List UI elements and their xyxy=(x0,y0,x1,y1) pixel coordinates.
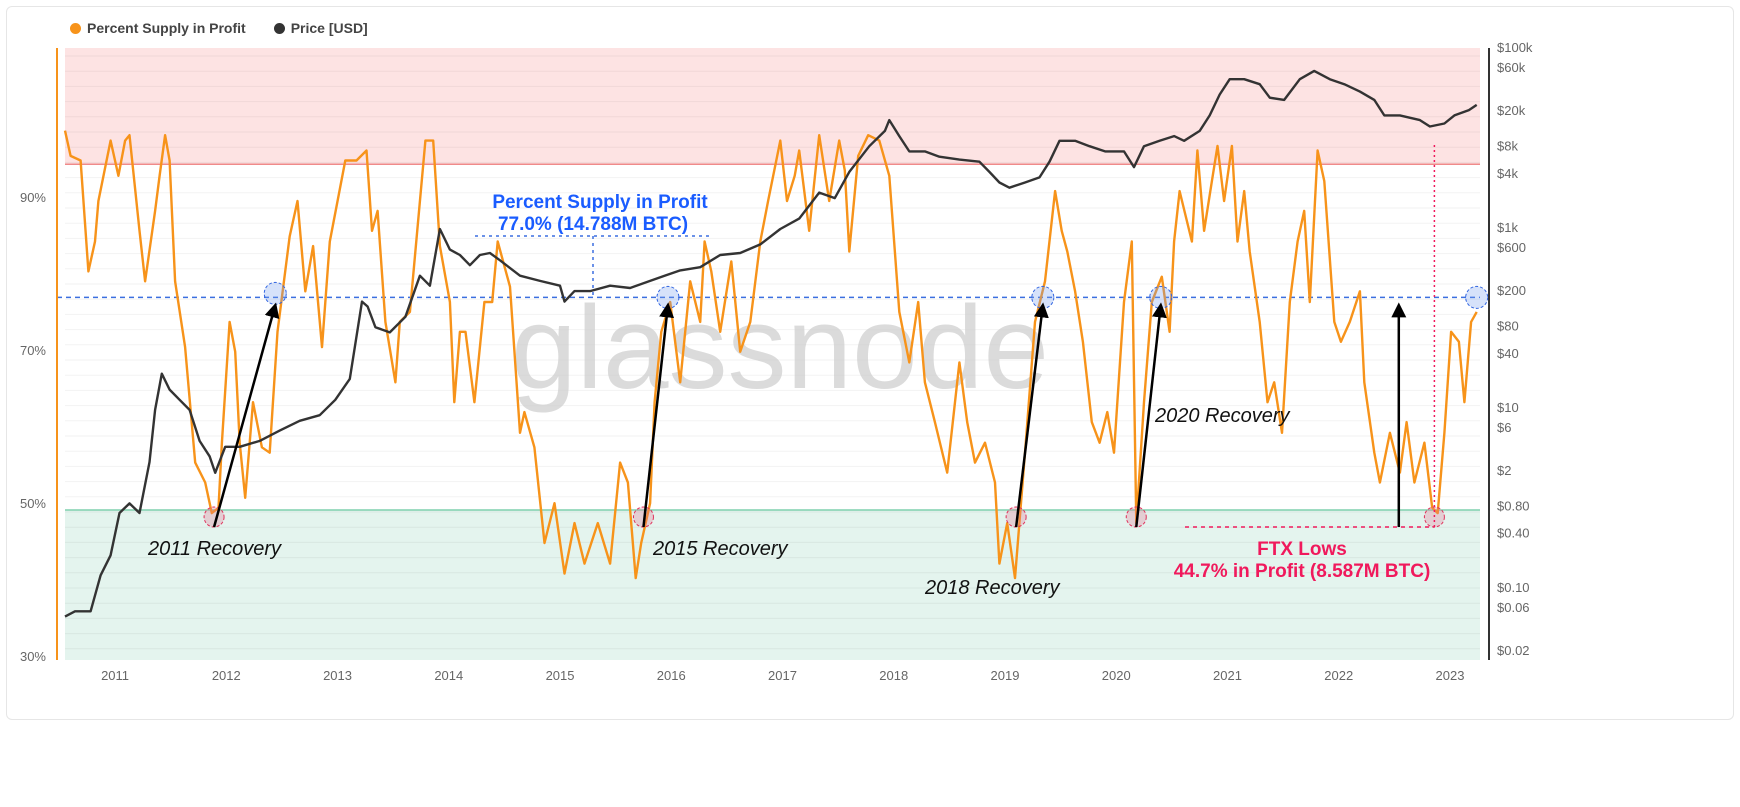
legend-dot-orange-icon xyxy=(70,22,81,34)
x-axis-tick-label: 2022 xyxy=(1324,668,1353,683)
right-axis-tick-label: $0.02 xyxy=(1497,643,1530,658)
right-axis-tick-label: $80 xyxy=(1497,319,1519,334)
current-value-detail: 77.0% (14.788M BTC) xyxy=(498,214,688,235)
x-axis-tick-label: 2012 xyxy=(212,668,241,683)
recovery-label-2018: 2018 Recovery xyxy=(924,577,1061,599)
price-line xyxy=(64,69,1478,618)
left-axis-tick-label: 50% xyxy=(20,496,46,511)
recovery-cross-marker xyxy=(1031,285,1055,309)
watermark-logo: glassnode xyxy=(511,282,1049,414)
right-axis-tick-label: $600 xyxy=(1497,240,1526,255)
recovery-arrow xyxy=(642,302,675,528)
right-axis-tick-label: $8k xyxy=(1497,139,1518,154)
x-axis-tick-label: 2015 xyxy=(546,668,575,683)
right-axis-tick-label: $10 xyxy=(1497,400,1519,415)
recovery-arrow xyxy=(1135,302,1167,528)
ftx-lows-title: FTX Lows xyxy=(1257,539,1347,560)
x-axis-tick-label: 2013 xyxy=(323,668,352,683)
x-axis-tick-label: 2021 xyxy=(1213,668,1242,683)
right-axis-tick-label: $1k xyxy=(1497,220,1518,235)
overheated-band xyxy=(65,48,1480,165)
recovery-label-2015: 2015 Recovery xyxy=(652,538,789,560)
right-axis-tick-label: $4k xyxy=(1497,166,1518,181)
recovery-cross-marker xyxy=(656,285,680,309)
right-axis-tick-label: $0.10 xyxy=(1497,580,1530,595)
x-axis-tick-label: 2023 xyxy=(1436,668,1465,683)
recovery-cross-marker xyxy=(263,281,287,305)
legend-item-supply-in-profit[interactable]: Percent Supply in Profit xyxy=(70,20,246,36)
left-axis-tick-label: 30% xyxy=(20,649,46,664)
chart-legend: Percent Supply in Profit Price [USD] xyxy=(70,20,368,36)
recovery-label-2011: 2011 Recovery xyxy=(147,538,282,560)
current-value-title: Percent Supply in Profit xyxy=(492,192,708,213)
right-axis-tick-label: $200 xyxy=(1497,283,1526,298)
right-axis-tick-label: $2 xyxy=(1497,463,1511,478)
recovery-cross-marker xyxy=(1149,285,1173,309)
recovery-arrow xyxy=(212,302,280,528)
supply-in-profit-line xyxy=(63,130,1478,580)
ftx-lows-detail: 44.7% in Profit (8.587M BTC) xyxy=(1174,561,1431,582)
left-axis-tick-label: 70% xyxy=(20,343,46,358)
current-value-marker xyxy=(1465,285,1489,309)
right-axis-tick-label: $20k xyxy=(1497,103,1526,118)
right-axis-tick-label: $100k xyxy=(1497,40,1533,55)
x-axis-tick-label: 2016 xyxy=(657,668,686,683)
right-axis-tick-label: $0.06 xyxy=(1497,600,1530,615)
right-axis-tick-label: $40 xyxy=(1497,346,1519,361)
recovery-arrow xyxy=(1014,302,1049,528)
x-axis-tick-label: 2014 xyxy=(434,668,463,683)
x-axis-tick-label: 2019 xyxy=(991,668,1020,683)
legend-label: Price [USD] xyxy=(290,20,368,36)
x-axis-tick-label: 2011 xyxy=(101,668,129,683)
legend-item-price[interactable]: Price [USD] xyxy=(273,20,368,36)
right-axis-tick-label: $0.80 xyxy=(1497,499,1530,514)
right-axis-tick-label: $60k xyxy=(1497,60,1526,75)
legend-label: Percent Supply in Profit xyxy=(87,20,246,36)
legend-dot-black-icon xyxy=(273,22,285,34)
x-axis-tick-label: 2020 xyxy=(1102,668,1131,683)
left-axis-tick-label: 90% xyxy=(20,190,46,205)
undervalued-band xyxy=(65,510,1480,660)
recovery-label-2020: 2020 Recovery xyxy=(1154,405,1291,427)
right-axis-tick-label: $0.40 xyxy=(1497,526,1530,541)
x-axis-tick-label: 2018 xyxy=(879,668,908,683)
right-axis-tick-label: $6 xyxy=(1497,420,1511,435)
x-axis-tick-label: 2017 xyxy=(768,668,797,683)
